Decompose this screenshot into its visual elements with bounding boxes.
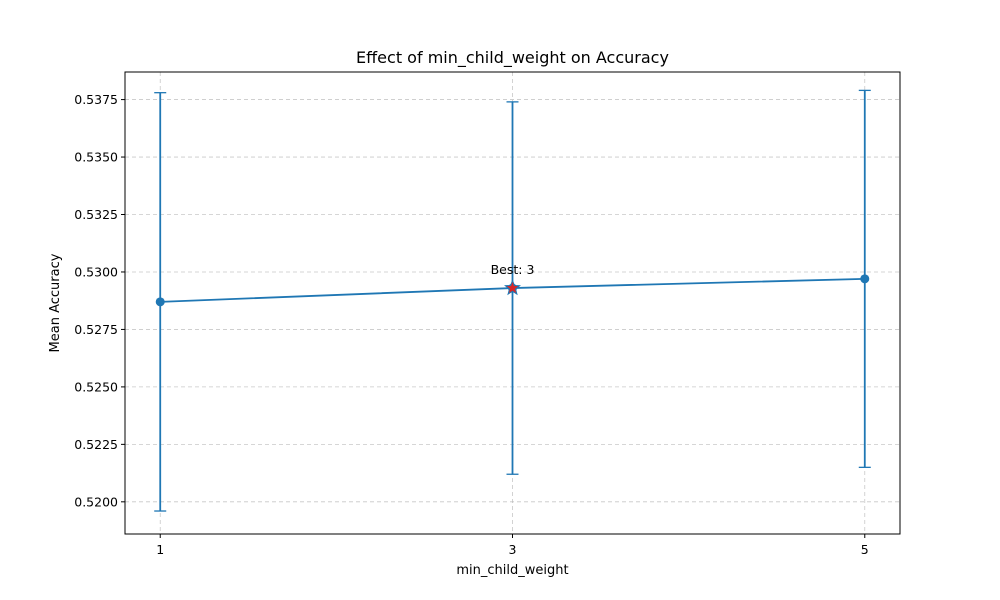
y-tick-label-0.5325: 0.5325 (74, 207, 118, 222)
y-tick-label-0.5350: 0.5350 (74, 150, 118, 165)
data-point-1 (155, 297, 165, 307)
x-tick-label-5: 5 (861, 542, 869, 557)
data-point-5 (860, 274, 870, 284)
y-tick-label-0.5275: 0.5275 (74, 322, 118, 337)
chart-title: Effect of min_child_weight on Accuracy (356, 48, 669, 68)
y-tick-label-0.5225: 0.5225 (74, 437, 118, 452)
y-tick-label-0.5300: 0.5300 (74, 264, 118, 279)
y-axis-ticks: 0.5200 0.5225 0.5250 0.5275 0.5300 0.5325 0.53… (74, 92, 125, 509)
y-tick-label-0.5250: 0.5250 (74, 379, 118, 394)
x-axis-ticks: 1 3 5 (156, 534, 869, 557)
best-marker-star (504, 279, 521, 296)
x-tick-label-3: 3 (509, 542, 517, 557)
series-layer (154, 89, 871, 512)
best-annotation: Best: 3 (491, 262, 535, 277)
y-tick-label-0.5200: 0.5200 (74, 494, 118, 509)
y-axis-label: Mean Accuracy (48, 253, 63, 352)
x-axis-label: min_child_weight (456, 563, 568, 578)
y-tick-label-0.5375: 0.5375 (74, 92, 118, 107)
x-tick-label-1: 1 (156, 542, 164, 557)
